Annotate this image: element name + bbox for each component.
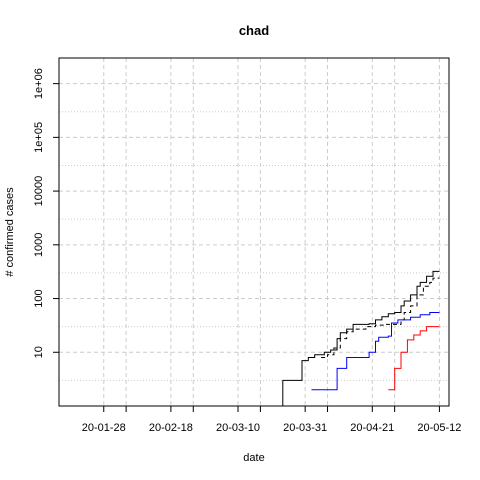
plot-frame — [59, 58, 449, 406]
x-tick-label-4: 20-04-21 — [350, 422, 394, 434]
x-tick-label-0: 20-01-28 — [82, 422, 126, 434]
x-axis-label: date — [243, 452, 264, 464]
x-tick-label-1: 20-02-18 — [149, 422, 193, 434]
x-tick-label-5: 20-05-12 — [417, 422, 461, 434]
chart-title: chad — [239, 23, 269, 38]
x-tick-label-2: 20-03-10 — [216, 422, 260, 434]
series-layer — [267, 271, 440, 406]
y-tick-label-5: 1e+06 — [33, 68, 45, 99]
y-tick-label-0: 10 — [33, 346, 45, 358]
grid — [59, 58, 449, 406]
y-tick-label-2: 1000 — [33, 233, 45, 257]
series-line-1 — [321, 278, 439, 357]
y-tick-label-1: 100 — [33, 289, 45, 307]
x-axis: 20-01-28 20-02-18 20-03-10 20-03-31 20-04-21… — [82, 406, 462, 434]
y-tick-label-3: 10000 — [33, 176, 45, 207]
y-axis-label: # confirmed cases — [4, 187, 16, 277]
y-tick-label-4: 1e+05 — [33, 122, 45, 153]
x-tick-label-3: 20-03-31 — [283, 422, 327, 434]
y-axis: 10 100 1000 10000 1e+05 1e+06 — [33, 68, 59, 358]
